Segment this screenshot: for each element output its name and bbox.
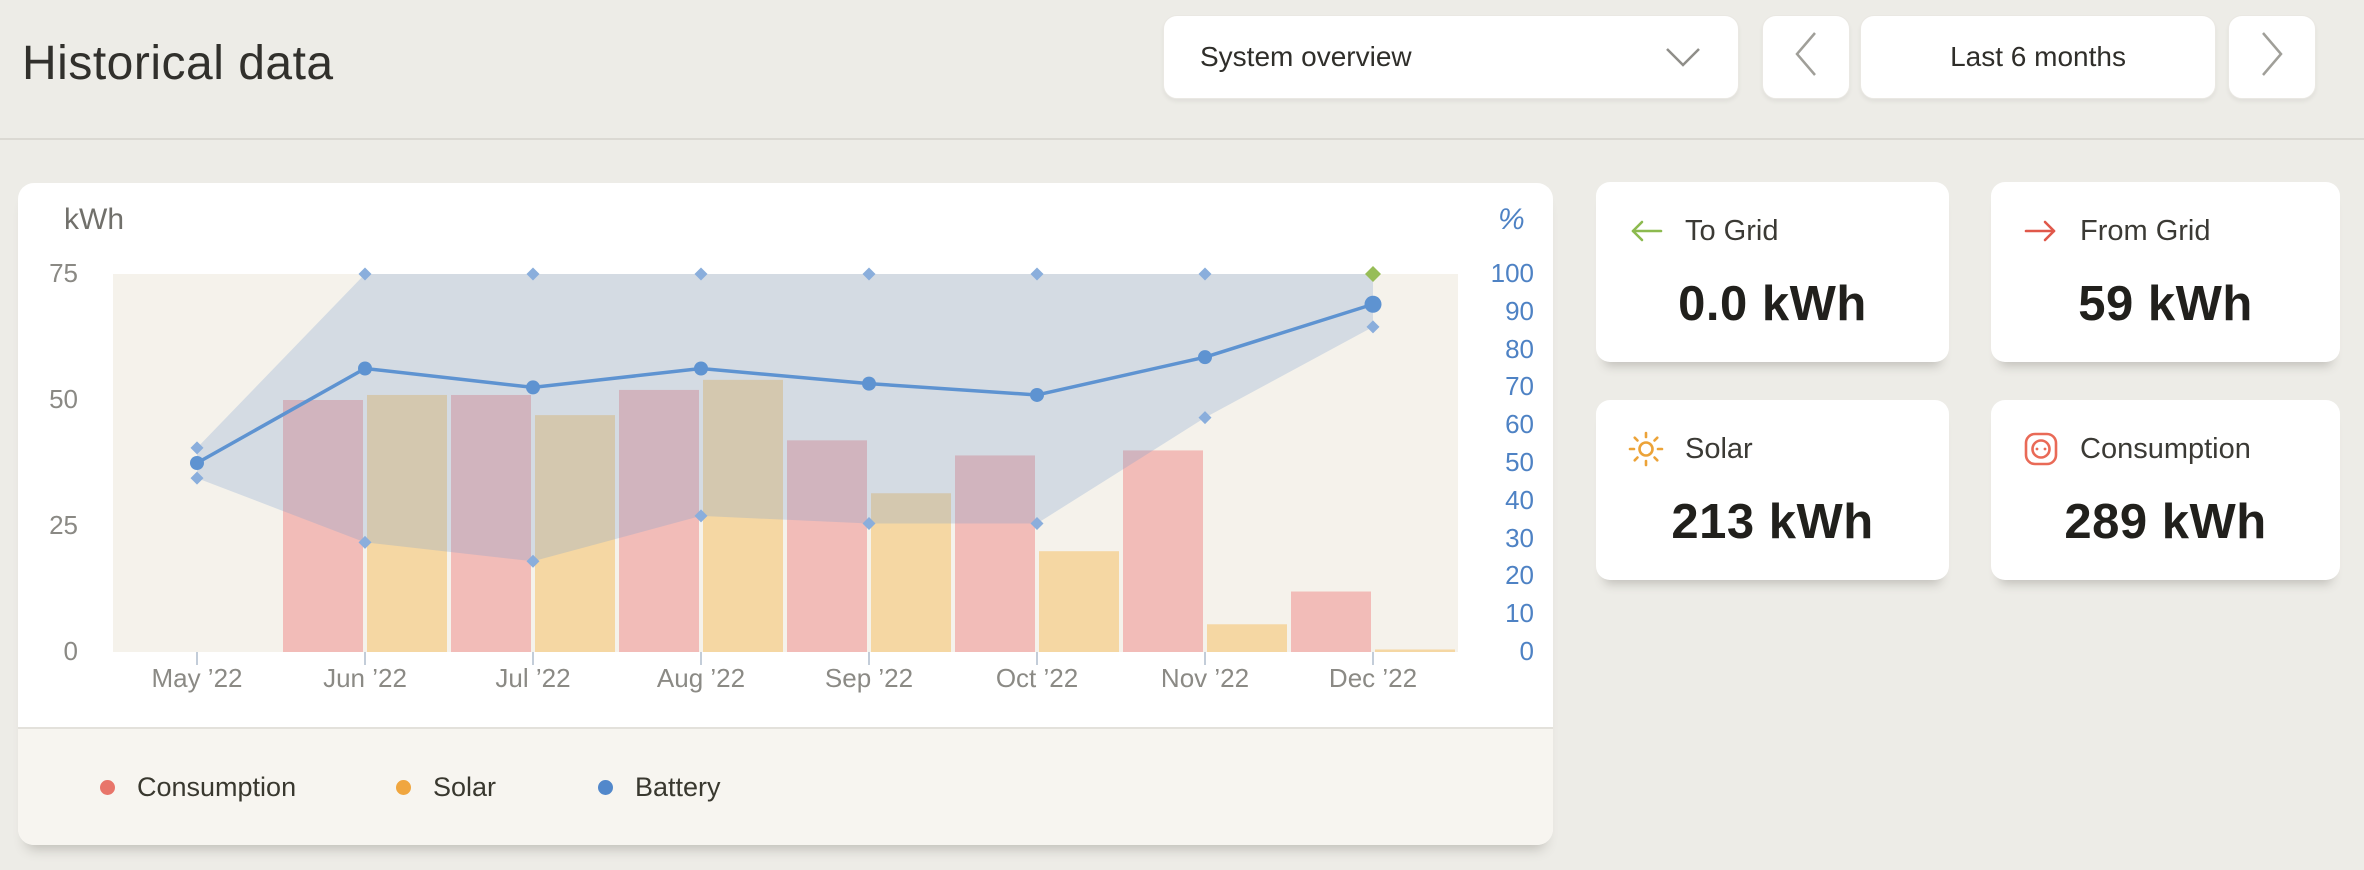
left-axis-unit-label: kWh	[64, 203, 124, 236]
ytick-r: 10	[1505, 598, 1534, 629]
legend-item-battery[interactable]: Battery	[598, 729, 721, 845]
history-chart	[190, 266, 1455, 652]
page-title: Historical data	[22, 37, 334, 90]
consumption-value: 289 kWh	[2064, 495, 2267, 549]
ytick-r: 40	[1505, 484, 1534, 515]
legend-label: Battery	[635, 771, 721, 802]
to-grid-value: 0.0 kWh	[1678, 277, 1867, 331]
arrow-left-icon	[1627, 212, 1665, 250]
xtick-mark	[868, 652, 870, 665]
xtick-mark	[1204, 652, 1206, 665]
from-grid-card: From Grid 59 kWh	[1991, 182, 2340, 362]
chevron-right-icon	[2259, 30, 2285, 85]
ytick-r: 30	[1505, 522, 1534, 553]
solar-label: Solar	[1685, 432, 1753, 465]
period-selector-button[interactable]: Last 6 months	[1860, 15, 2216, 99]
xtick-mark	[1372, 652, 1374, 665]
view-selector-dropdown[interactable]: System overview	[1163, 15, 1739, 99]
xtick-label: Oct ’22	[995, 663, 1079, 693]
arrow-right-icon	[2022, 212, 2060, 250]
xtick-label: Sep ’22	[824, 663, 914, 693]
xtick-mark	[1036, 652, 1038, 665]
xtick-label: Jul ’22	[495, 663, 571, 693]
chart-legend: Consumption Solar Battery	[18, 727, 1553, 845]
ytick-r: 100	[1490, 258, 1534, 288]
legend-label: Consumption	[137, 771, 297, 802]
view-selector-value: System overview	[1200, 41, 1412, 72]
solar-card: Solar 213 kWh	[1596, 400, 1949, 580]
consumption-card: Consumption 289 kWh	[1991, 400, 2340, 580]
xtick-mark	[196, 652, 198, 665]
ytick-r: 20	[1505, 560, 1534, 591]
socket-icon	[2022, 430, 2060, 468]
xtick-label: May ’22	[151, 663, 243, 693]
from-grid-value: 59 kWh	[2078, 277, 2253, 331]
ytick-r: 80	[1505, 333, 1534, 364]
chevron-left-icon	[1793, 30, 1819, 85]
xtick-label: Aug ’22	[656, 663, 746, 693]
to-grid-card: To Grid 0.0 kWh	[1596, 182, 1949, 362]
consumption-label: Consumption	[2080, 432, 2251, 465]
ytick-l: 0	[63, 636, 78, 666]
consumption-legend-dot	[100, 779, 115, 795]
ytick-r: 0	[1519, 636, 1534, 666]
xtick-label: Jun ’22	[323, 663, 407, 693]
chevron-down-icon	[1664, 45, 1702, 69]
previous-period-button[interactable]	[1762, 15, 1850, 99]
ytick-r: 50	[1505, 447, 1534, 477]
header-divider	[0, 138, 2364, 140]
to-grid-label: To Grid	[1685, 214, 1779, 247]
battery-legend-dot	[598, 779, 613, 795]
ytick-r: 90	[1505, 295, 1534, 326]
period-selector-label: Last 6 months	[1950, 41, 2126, 72]
legend-item-consumption[interactable]: Consumption	[100, 729, 296, 845]
ytick-l: 75	[49, 258, 78, 288]
sun-icon	[1627, 430, 1665, 468]
from-grid-label: From Grid	[2080, 214, 2211, 247]
solar-value: 213 kWh	[1671, 495, 1874, 549]
ytick-r: 60	[1505, 409, 1534, 440]
ytick-l: 50	[49, 384, 78, 414]
ytick-l: 25	[49, 510, 78, 540]
xtick-label: Nov ’22	[1160, 663, 1250, 693]
next-period-button[interactable]	[2228, 15, 2316, 99]
xtick-mark	[532, 652, 534, 665]
solar-legend-dot	[396, 779, 411, 795]
legend-item-solar[interactable]: Solar	[396, 729, 496, 845]
xtick-mark	[700, 652, 702, 665]
xtick-label: Dec ’22	[1328, 663, 1418, 693]
right-axis-unit-label: %	[1498, 203, 1525, 236]
legend-label: Solar	[433, 771, 497, 802]
xtick-mark	[364, 652, 366, 665]
history-chart-card: kWh % 0 25 50 75 0 10 20 30 40 50 60 70 80 90 100 May ’…	[18, 183, 1553, 845]
ytick-r: 70	[1505, 371, 1534, 402]
